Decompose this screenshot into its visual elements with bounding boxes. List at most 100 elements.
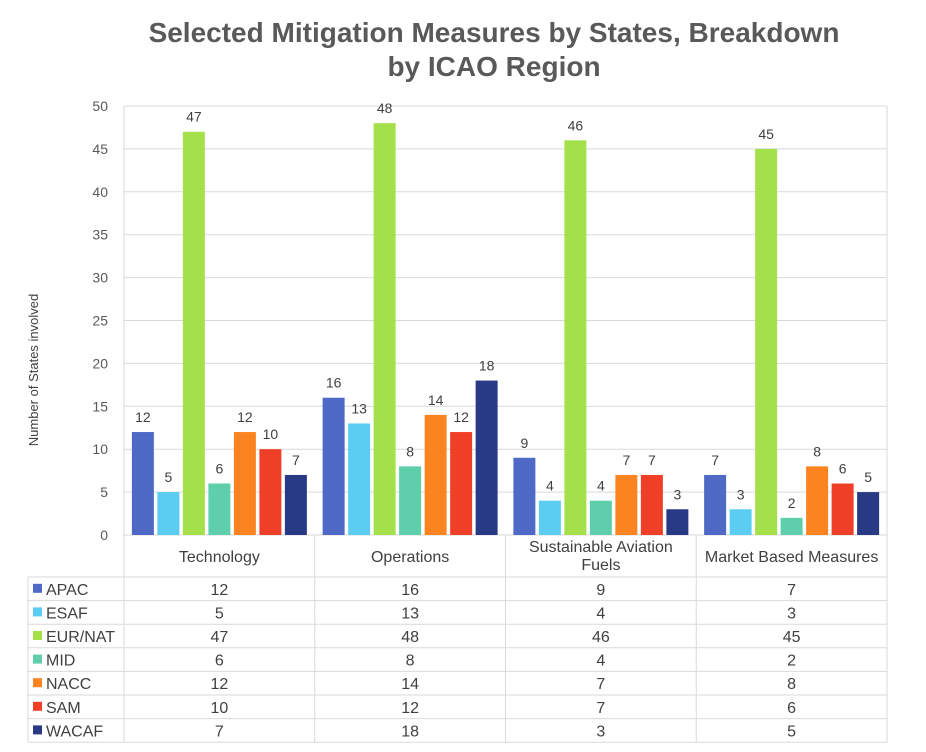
y-tick-label: 30 xyxy=(92,270,108,286)
y-tick-label: 10 xyxy=(92,441,108,457)
data-label: 12 xyxy=(237,409,253,425)
bar-sam-1 xyxy=(259,449,282,535)
bar-apac-3 xyxy=(513,457,536,535)
table-cell: 4 xyxy=(596,605,605,622)
y-tick-label: 40 xyxy=(92,184,108,200)
data-label: 3 xyxy=(737,486,745,502)
legend-label: NACC xyxy=(46,676,91,693)
bar-mid-3 xyxy=(589,500,612,535)
bar-nacc-3 xyxy=(615,474,638,535)
bar-esaf-1 xyxy=(157,492,180,535)
data-label: 5 xyxy=(164,469,172,485)
bar-esaf-4 xyxy=(729,509,752,535)
data-label: 8 xyxy=(813,443,821,459)
legend-label: MID xyxy=(46,653,75,670)
legend-key-mid xyxy=(33,654,42,664)
legend-label: WACAF xyxy=(46,723,103,740)
y-tick-label: 5 xyxy=(100,484,108,500)
bar-sam-4 xyxy=(831,483,854,535)
y-tick-label: 35 xyxy=(92,227,108,243)
bar-eur-nat-3 xyxy=(564,140,587,535)
legend-label: ESAF xyxy=(46,605,88,622)
data-label: 16 xyxy=(326,375,342,391)
data-label: 12 xyxy=(453,409,469,425)
table-cell: 46 xyxy=(592,629,610,646)
data-label: 7 xyxy=(711,452,719,468)
data-label: 18 xyxy=(479,358,495,374)
data-label: 45 xyxy=(758,126,774,142)
table-cell: 7 xyxy=(215,723,224,740)
table-cell: 16 xyxy=(401,582,419,599)
data-label: 14 xyxy=(428,392,444,408)
legend-key-wacaf xyxy=(33,725,42,735)
bar-apac-1 xyxy=(131,432,154,535)
bar-nacc-4 xyxy=(806,466,829,535)
table-cell: 6 xyxy=(215,653,224,670)
table-cell: 7 xyxy=(596,676,605,693)
data-label: 6 xyxy=(215,461,223,477)
data-label: 48 xyxy=(377,100,393,116)
table-cell: 7 xyxy=(787,582,796,599)
data-label: 6 xyxy=(839,461,847,477)
bar-wacaf-4 xyxy=(857,492,880,535)
bar-esaf-3 xyxy=(538,500,561,535)
data-label: 12 xyxy=(135,409,151,425)
data-label: 5 xyxy=(864,469,872,485)
data-label: 4 xyxy=(597,478,605,494)
category-label: Fuels xyxy=(581,557,620,574)
data-label: 3 xyxy=(673,486,681,502)
table-cell: 12 xyxy=(401,700,419,717)
chart-title-line-2: by ICAO Region xyxy=(387,51,600,82)
y-tick-label: 0 xyxy=(100,527,108,543)
data-label: 7 xyxy=(292,452,300,468)
data-label: 8 xyxy=(406,443,414,459)
data-table: Technology Operations Sustainable Aviation… xyxy=(27,106,888,743)
bar-apac-4 xyxy=(704,474,727,535)
legend-key-esaf xyxy=(33,607,42,617)
legend-key-nacc xyxy=(33,678,42,688)
table-cell: 9 xyxy=(596,582,605,599)
table-cell: 48 xyxy=(401,629,419,646)
table-cell: 47 xyxy=(210,629,228,646)
data-label: 4 xyxy=(546,478,554,494)
bar-nacc-2 xyxy=(424,414,447,535)
table-cell: 12 xyxy=(210,676,228,693)
chart-title-line-1: Selected Mitigation Measures by States, … xyxy=(149,17,840,48)
y-tick-label: 20 xyxy=(92,355,108,371)
data-label: 7 xyxy=(622,452,630,468)
table-cell: 13 xyxy=(401,605,419,622)
data-label: 2 xyxy=(788,495,796,511)
chart-title: Selected Mitigation Measures by States, … xyxy=(149,17,840,82)
legend-key-apac xyxy=(33,583,42,593)
bar-esaf-2 xyxy=(348,423,371,535)
bar-mid-4 xyxy=(780,517,803,535)
bar-sam-3 xyxy=(640,474,663,535)
category-label: Market Based Measures xyxy=(705,549,878,566)
table-cell: 6 xyxy=(787,700,796,717)
bar-wacaf-2 xyxy=(475,380,498,535)
category-label: Technology xyxy=(179,549,260,566)
category-label: Sustainable Aviation xyxy=(529,539,673,556)
table-cell: 45 xyxy=(783,629,801,646)
data-label: 10 xyxy=(263,426,279,442)
bar-sam-2 xyxy=(450,432,473,535)
data-label: 46 xyxy=(568,117,584,133)
legend-key-eur-nat xyxy=(33,631,42,640)
legend-label: SAM xyxy=(46,700,81,717)
table-cell: 18 xyxy=(401,723,419,740)
table-cell: 8 xyxy=(406,653,415,670)
bar-wacaf-3 xyxy=(666,509,689,535)
table-cell: 8 xyxy=(787,676,796,693)
y-tick-label: 50 xyxy=(92,98,108,114)
category-label: Operations xyxy=(371,549,449,566)
data-label: 47 xyxy=(186,109,202,125)
y-tick-label: 25 xyxy=(92,313,108,329)
y-tick-label: 15 xyxy=(92,398,108,414)
table-cell: 3 xyxy=(596,723,605,740)
data-label: 13 xyxy=(351,400,367,416)
bar-mid-1 xyxy=(208,483,231,535)
y-axis: 0 5 10 15 20 25 30 35 40 45 50 xyxy=(92,98,108,543)
bar-eur-nat-2 xyxy=(373,123,396,535)
